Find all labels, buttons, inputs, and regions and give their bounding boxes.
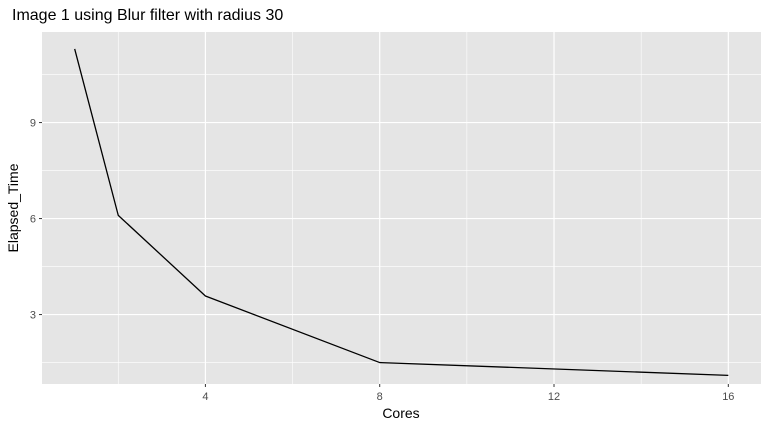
x-tick-label: 8 [377, 391, 383, 403]
minor-gridlines [42, 32, 761, 384]
x-axis: 4 8 12 16 [202, 384, 734, 403]
y-axis: 3 6 9 [30, 118, 42, 322]
y-tick-label: 3 [30, 310, 36, 322]
x-tick-label: 16 [722, 391, 734, 403]
x-tick-label: 4 [202, 391, 208, 403]
series-group [74, 48, 729, 377]
chart-title: Image 1 using Blur filter with radius 30 [12, 7, 283, 24]
major-gridlines [42, 32, 761, 384]
y-tick-label: 6 [30, 214, 36, 226]
y-axis-title: Elapsed_Time [5, 163, 21, 252]
x-tick-label: 12 [548, 391, 560, 403]
series-line [74, 48, 729, 377]
plot-panel [42, 32, 761, 384]
x-axis-title: Cores [382, 405, 419, 421]
y-tick-label: 9 [30, 118, 36, 130]
